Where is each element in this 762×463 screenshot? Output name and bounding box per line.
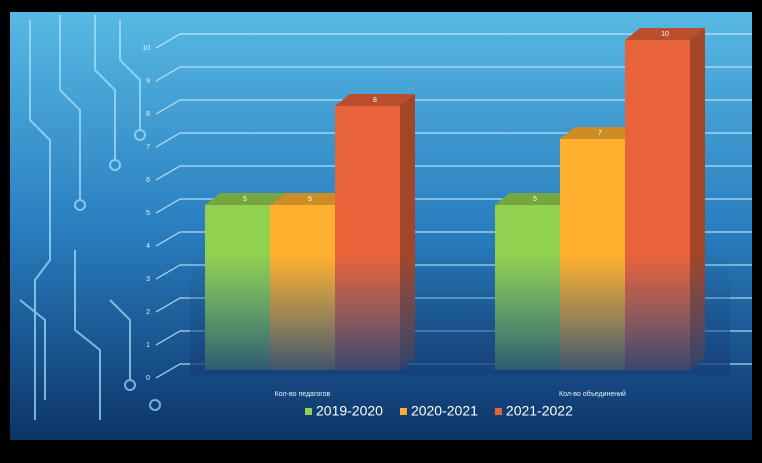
- grid-line: [155, 33, 752, 49]
- legend-swatch: [305, 408, 312, 415]
- y-tick-label: 4: [146, 243, 150, 250]
- bottom-band: [10, 440, 752, 463]
- y-tick-label: 9: [146, 78, 150, 85]
- data-label: 8: [373, 97, 377, 104]
- legend-swatch: [399, 408, 407, 415]
- x-tick-label: Кол-во объединений: [559, 390, 626, 398]
- reflection-fade: [190, 255, 730, 375]
- data-label: 10: [661, 31, 669, 38]
- bar-top: [560, 127, 640, 139]
- x-tick-label: Кол-во педагогов: [275, 391, 331, 398]
- bar-top: [495, 193, 575, 205]
- y-tick-label: 7: [146, 144, 150, 151]
- grid-line: [155, 66, 752, 82]
- grid-line: [155, 132, 752, 148]
- y-tick-label: 10: [142, 45, 150, 52]
- y-tick-label: 8: [146, 111, 150, 118]
- bar-top: [205, 193, 285, 205]
- data-label: 5: [308, 196, 312, 203]
- legend-label: 2020-2021: [411, 403, 478, 419]
- bar-top: [335, 94, 415, 106]
- y-tick-label: 6: [146, 177, 150, 184]
- y-tick-label: 5: [146, 210, 150, 217]
- y-tick-label: 0: [146, 375, 150, 382]
- grid-line: [155, 99, 752, 115]
- bar-top: [625, 28, 705, 40]
- y-tick-label: 2: [146, 309, 150, 316]
- legend-label: 2021-2022: [506, 403, 573, 419]
- data-label: 5: [533, 196, 537, 203]
- bar-top: [270, 193, 350, 205]
- data-label: 7: [598, 130, 602, 137]
- legend-swatch: [494, 408, 502, 415]
- legend-label: 2019-2020: [316, 403, 383, 419]
- y-tick-label: 3: [146, 276, 150, 283]
- circuit-decoration: [19, 15, 161, 420]
- data-label: 5: [243, 196, 247, 203]
- y-tick-label: 1: [146, 342, 150, 349]
